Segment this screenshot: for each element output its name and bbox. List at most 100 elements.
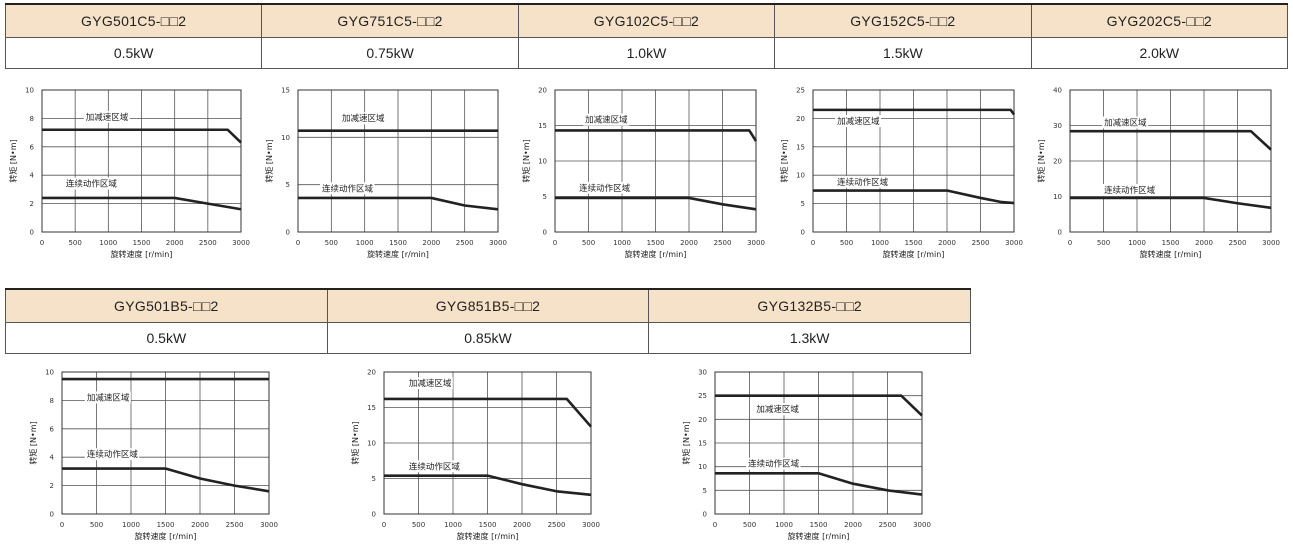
torque-chart: 0 500 1000 1500 2000 2500 3000 0 5 10 15 20 25 加减速区域连… (779, 87, 1023, 260)
y-axis-label: 转矩 [N•m] (681, 421, 691, 464)
x-axis-label: 旋转速度 [r/min] (883, 249, 945, 259)
y-tick-label: 15 (538, 122, 547, 130)
y-tick-label: 30 (1053, 122, 1062, 130)
continuous-region-label: 连续动作区域 (87, 449, 139, 460)
x-tick-label: 1000 (1128, 239, 1146, 247)
torque-chart: 0 500 1000 1500 2000 2500 3000 0 10 20 30 40 加减速区域连续… (1036, 87, 1280, 260)
label-background (754, 403, 801, 416)
x-tick-label: 2000 (422, 239, 440, 247)
y-axis-label: 转矩 [N•m] (28, 421, 38, 464)
y-tick-label: 20 (1053, 158, 1062, 166)
x-tick-label: 0 (296, 239, 300, 247)
y-axis-label: 转矩 [N•m] (779, 139, 789, 182)
continuous-region-label: 连续动作区域 (1104, 185, 1156, 196)
accel-region-label: 加减速区域 (585, 115, 628, 126)
continuous-curve (715, 471, 923, 496)
y-tick-label: 15 (367, 404, 376, 412)
torque-chart: 0 500 1000 1500 2000 2500 3000 0 2 4 6 8 10 加减速区域连续动作… (28, 369, 278, 542)
continuous-region-label: 连续动作区域 (322, 183, 374, 194)
accel-region-label: 加减速区域 (409, 378, 452, 389)
y-tick-label: 10 (281, 134, 290, 142)
model-cell: GYG152C5-□□2 (774, 3, 1032, 38)
label-background (63, 177, 119, 190)
x-tick-label: 3000 (747, 239, 765, 247)
spec-table-b5: GYG501B5-□□2 GYG851B5-□□2 GYG132B5-□□2 0… (5, 288, 971, 354)
label-background (1102, 116, 1149, 129)
power-cell: 2.0kW (1030, 37, 1289, 69)
y-tick-label: 4 (50, 454, 55, 462)
accel-region-label: 加减速区域 (1104, 118, 1147, 129)
power-cell: 0.85kW (326, 322, 650, 354)
continuous-curve (298, 196, 499, 211)
label-background (835, 115, 882, 128)
x-tick-label: 3000 (1262, 239, 1280, 247)
x-tick-label: 0 (553, 239, 557, 247)
y-tick-label: 10 (538, 158, 547, 166)
power-cell: 1.3kW (648, 322, 971, 354)
x-tick-label: 1500 (389, 239, 407, 247)
x-tick-label: 500 (743, 521, 756, 529)
y-tick-label: 6 (50, 425, 55, 433)
y-tick-label: 8 (50, 397, 54, 405)
x-tick-label: 2000 (938, 239, 956, 247)
x-axis-label: 旋转速度 [r/min] (367, 249, 429, 259)
continuous-region-label: 连续动作区域 (409, 461, 461, 472)
y-tick-label: 2 (30, 200, 34, 208)
y-tick-label: 0 (286, 229, 290, 237)
y-tick-label: 0 (801, 229, 805, 237)
x-tick-label: 2000 (680, 239, 698, 247)
y-tick-label: 25 (698, 392, 707, 400)
continuous-curve (813, 189, 1015, 205)
x-tick-label: 500 (840, 239, 853, 247)
x-tick-label: 2500 (199, 239, 217, 247)
torque-chart: 0 500 1000 1500 2000 2500 3000 0 5 10 15 20 25 30 加减速区… (681, 369, 931, 542)
y-tick-label: 20 (698, 416, 707, 424)
x-tick-label: 3000 (489, 239, 507, 247)
model-cell: GYG501C5-□□2 (4, 3, 263, 38)
power-row: 0.5kW 0.85kW 1.3kW (5, 322, 971, 354)
y-tick-label: 2 (50, 482, 54, 490)
y-tick-label: 10 (698, 463, 707, 471)
accel-curve (555, 129, 758, 142)
label-background (1102, 183, 1157, 196)
plot-frame (383, 371, 592, 515)
continuous-curve (42, 196, 242, 211)
x-tick-label: 2500 (1229, 239, 1247, 247)
torque-chart: 0 500 1000 1500 2000 2500 3000 0 5 10 15 20 加减速区域连续动… (521, 87, 765, 260)
y-tick-label: 0 (50, 511, 54, 519)
x-tick-label: 1500 (905, 239, 923, 247)
y-tick-label: 20 (796, 115, 805, 123)
x-tick-label: 1000 (775, 521, 793, 529)
label-background (84, 391, 131, 404)
model-cell: GYG102C5-□□2 (517, 3, 776, 38)
accel-region-label: 加减速区域 (87, 392, 130, 403)
x-tick-label: 500 (90, 521, 103, 529)
x-tick-label: 500 (412, 521, 425, 529)
continuous-region-label: 连续动作区域 (579, 183, 631, 194)
x-tick-label: 1500 (479, 521, 497, 529)
y-tick-label: 5 (286, 181, 290, 189)
torque-chart: 0 500 1000 1500 2000 2500 3000 0 5 10 15 20 加减速区域连续动… (350, 369, 600, 542)
x-axis-label: 旋转速度 [r/min] (111, 249, 173, 259)
plot-frame (554, 89, 757, 233)
x-tick-label: 1000 (613, 239, 631, 247)
accel-region-label: 加减速区域 (342, 113, 385, 124)
x-axis-label: 旋转速度 [r/min] (625, 249, 687, 259)
x-tick-label: 500 (325, 239, 338, 247)
y-tick-label: 0 (30, 229, 34, 237)
accel-region-label: 加减速区域 (86, 112, 129, 123)
continuous-curve (555, 196, 757, 211)
label-background (83, 110, 130, 123)
model-cell: GYG202C5-□□2 (1030, 3, 1289, 38)
accel-curve (384, 397, 592, 428)
power-cell: 1.5kW (774, 37, 1032, 69)
power-cell: 1.0kW (517, 37, 776, 69)
accel-region-label: 加减速区域 (837, 116, 880, 127)
label-background (84, 448, 140, 461)
power-cell: 0.75kW (261, 37, 519, 69)
label-background (406, 460, 462, 473)
x-tick-label: 2000 (1195, 239, 1213, 247)
plot-frame (1069, 89, 1272, 233)
y-tick-label: 40 (1053, 87, 1062, 95)
